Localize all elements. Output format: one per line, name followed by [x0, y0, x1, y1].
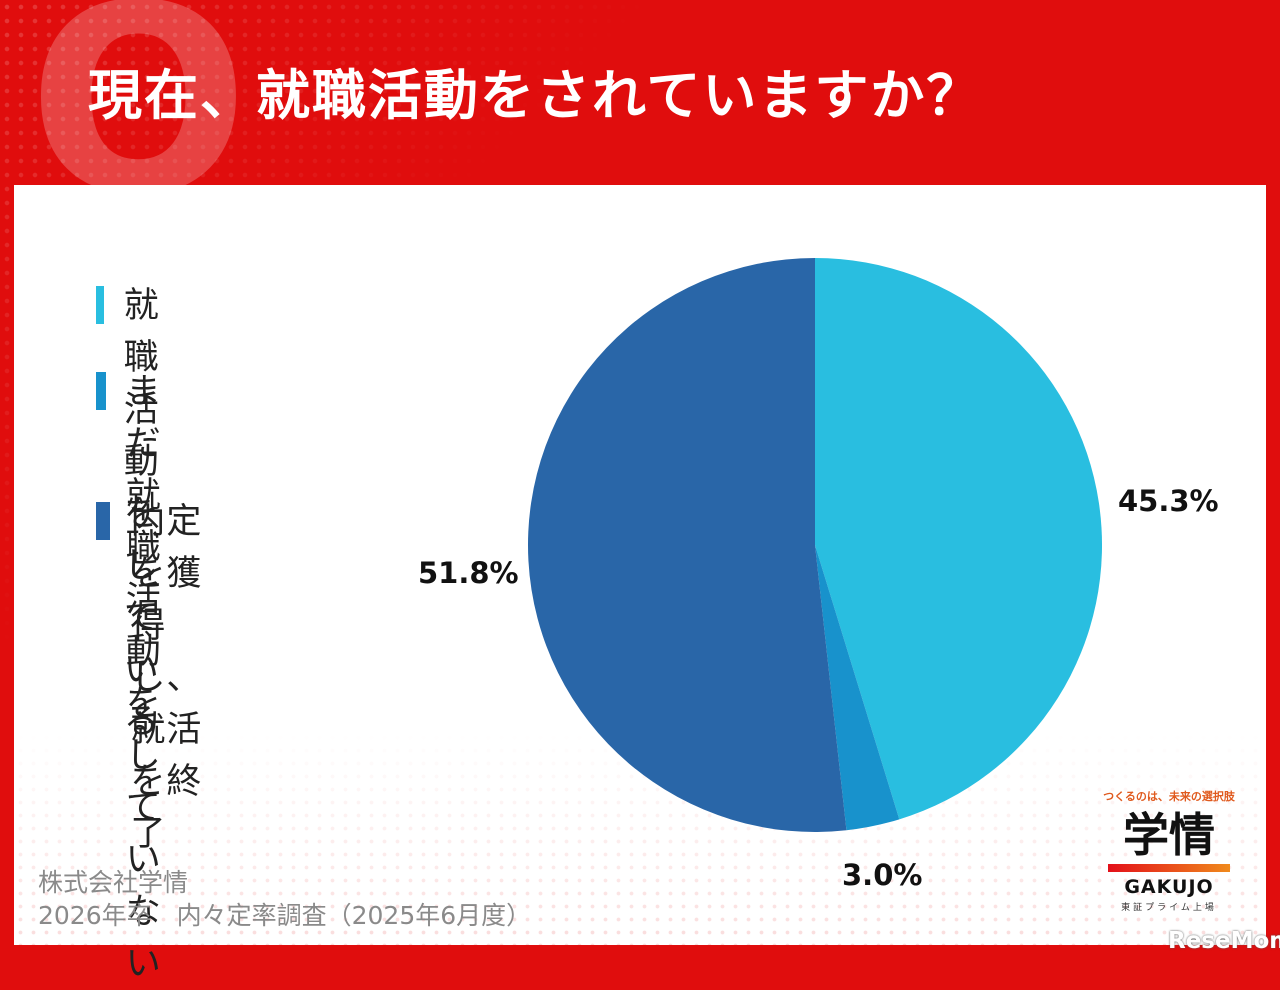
pie-chart: [527, 258, 1103, 832]
resemom-watermark: ReseMom: [1168, 928, 1280, 954]
legend-item-job-hunting: 就職活動をしている: [96, 280, 190, 748]
data-label-job-hunting: 45.3%: [1118, 484, 1219, 518]
legend-label-line: 就活を終了: [130, 710, 203, 854]
gakujo-logo: つくるのは、未来の選択肢 学情 GAKUJO 東証プライム上場: [1096, 788, 1242, 926]
pie-slice-not-yet-started: [815, 545, 900, 831]
legend-label-line: 内定を獲得し、: [130, 502, 203, 698]
legend-swatch: [96, 286, 104, 324]
legend-item-finished-with-offer: 内定を獲得し、 就活を終了: [96, 496, 226, 860]
data-label-finished-with-offer: 51.8%: [418, 556, 519, 590]
legend-item-not-yet-started: まだ就職活動を していない: [96, 366, 190, 990]
legend-label: 就職活動をしている: [124, 280, 190, 748]
legend-label: 内定を獲得し、 就活を終了: [130, 496, 226, 860]
source-note: 株式会社学情 2026年卒 内々定率調査（2025年6月度）: [38, 866, 531, 932]
data-label-not-yet-started: 3.0%: [842, 858, 923, 892]
legend-label: まだ就職活動を していない: [126, 366, 190, 990]
pie-slice-job-hunting: [815, 258, 1103, 820]
pie-slice-finished-with-offer: [527, 258, 847, 832]
legend-swatch: [96, 372, 106, 410]
logo-tagline: つくるのは、未来の選択肢: [1103, 790, 1235, 803]
source-survey: 2026年卒 内々定率調査（2025年6月度）: [38, 901, 532, 930]
legend-swatch: [96, 502, 111, 540]
legend-label-line: まだ就職活動を: [125, 372, 162, 724]
page-title: 現在、就職活動をされていますか？: [88, 64, 983, 127]
logo-english: GAKUJO: [1124, 876, 1214, 898]
logo-kanji: 学情: [1123, 808, 1215, 862]
source-company: 株式会社学情: [38, 868, 189, 897]
logo-subtitle: 東証プライム上場: [1121, 903, 1217, 913]
logo-gradient-bar: [1108, 864, 1230, 872]
legend-label-line: 就職活動をしている: [123, 286, 160, 742]
